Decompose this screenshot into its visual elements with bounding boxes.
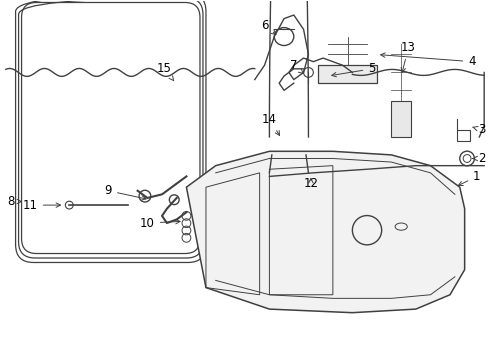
- Text: 2: 2: [472, 152, 486, 165]
- Text: 3: 3: [472, 123, 486, 136]
- Text: 4: 4: [381, 53, 476, 68]
- Bar: [392, 101, 411, 137]
- Text: 9: 9: [104, 184, 146, 200]
- Bar: [457, 130, 469, 140]
- Text: 7: 7: [290, 59, 303, 73]
- Text: 5: 5: [332, 62, 376, 77]
- Text: 8: 8: [7, 195, 22, 208]
- Text: 14: 14: [262, 113, 280, 135]
- Circle shape: [65, 201, 73, 209]
- Text: 6: 6: [261, 19, 276, 34]
- Text: 11: 11: [23, 199, 61, 212]
- Text: 13: 13: [401, 41, 416, 72]
- Text: 1: 1: [458, 170, 481, 185]
- Text: 12: 12: [303, 177, 318, 190]
- Text: 10: 10: [140, 216, 180, 230]
- Text: 15: 15: [157, 62, 173, 81]
- Bar: [318, 65, 377, 83]
- Polygon shape: [186, 151, 465, 313]
